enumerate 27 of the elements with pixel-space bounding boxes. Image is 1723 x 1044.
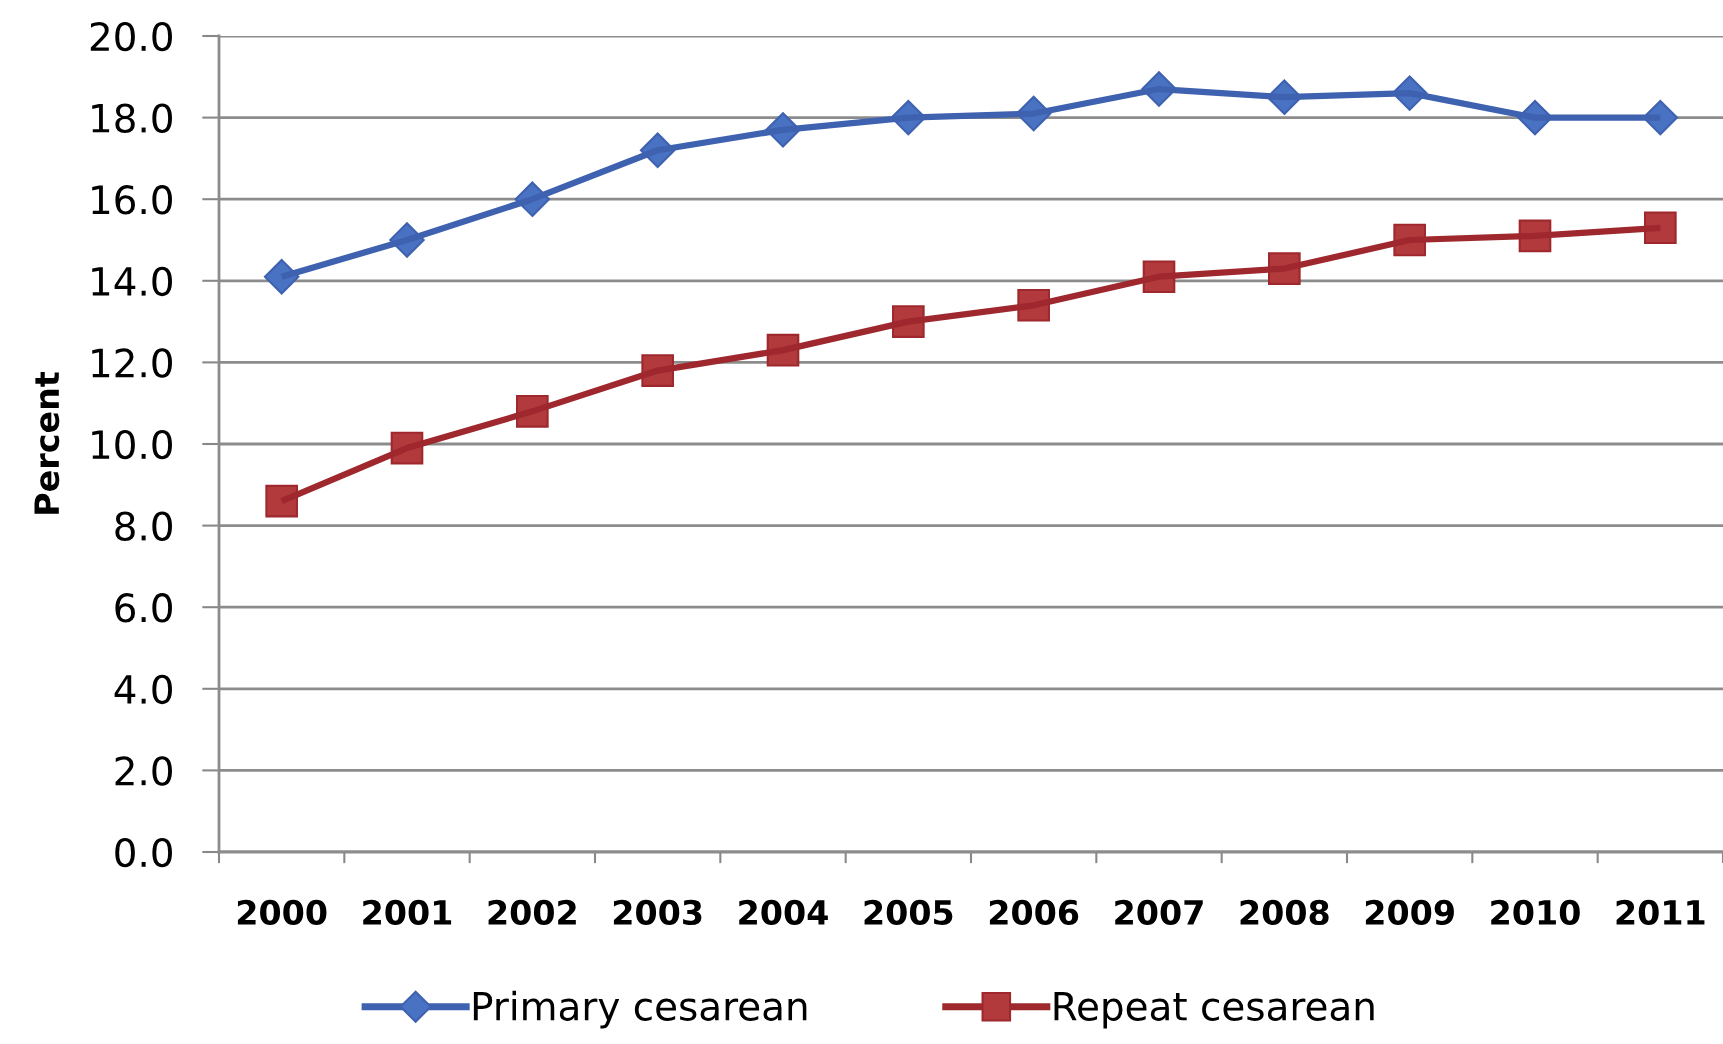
x-tick-label: 2011 — [1616, 899, 1705, 926]
y-tick-label: 10.0 — [92, 429, 172, 460]
y-axis-title: Percent — [34, 372, 60, 514]
y-tick-label: 4.0 — [114, 674, 172, 705]
x-tick-label: 2001 — [363, 899, 452, 926]
y-tick-label: 8.0 — [115, 511, 172, 541]
y-tick-label: 0.0 — [115, 837, 172, 868]
x-tick-label: 2003 — [613, 899, 702, 926]
x-tick-label: 2006 — [989, 899, 1079, 926]
x-tick-label: 2004 — [739, 899, 828, 926]
x-tick-label: 2010 — [1491, 899, 1580, 926]
y-tick-label: 18.0 — [92, 103, 172, 133]
y-tick-label: 6.0 — [115, 593, 172, 623]
y-tick-label: 16.0 — [92, 185, 172, 215]
x-tick-label: 2008 — [1240, 899, 1329, 926]
x-tick-label: 2000 — [237, 899, 327, 926]
legend-label: Repeat cesarean — [1054, 992, 1374, 1029]
x-tick-label: 2007 — [1115, 899, 1203, 926]
y-tick-label: 14.0 — [92, 266, 172, 297]
y-tick-label: 2.0 — [115, 756, 172, 786]
x-tick-label: 2002 — [488, 899, 576, 926]
y-tick-label: 12.0 — [92, 348, 172, 378]
point — [1644, 211, 1677, 245]
y-tick-label: 20.0 — [90, 21, 172, 52]
x-tick-label: 2005 — [864, 899, 953, 926]
x-tick-label: 2009 — [1365, 899, 1454, 926]
legend-label: Primary cesarean — [473, 990, 807, 1029]
